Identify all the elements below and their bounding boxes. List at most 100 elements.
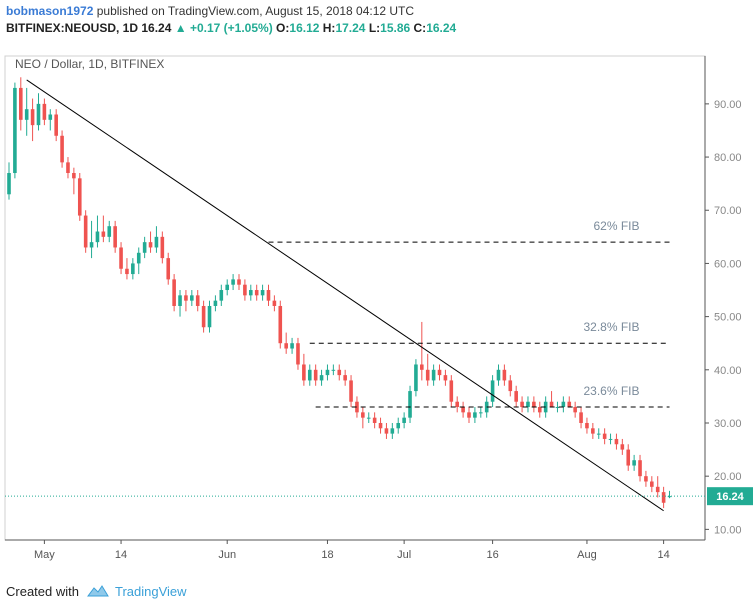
candle-down [296,343,300,365]
candle-down [650,481,654,487]
candle-down [77,178,82,216]
candle-down [302,364,306,381]
candle-up [366,417,371,419]
candle-down [201,305,206,328]
x-tick-label: 16 [486,549,498,561]
candle-up [307,369,312,381]
candle-up [95,231,100,243]
open-label: O: [276,21,290,35]
candle-up [325,369,330,376]
candle-up [473,412,477,418]
fib-label: 32.8% FIB [583,320,639,334]
candle-down [42,103,47,120]
candle-down [443,375,448,381]
candle-up [219,290,224,301]
candle-down [237,279,241,285]
price-change: +0.17 (+1.05%) [189,21,273,35]
fib-label: 62% FIB [593,219,639,233]
candle-down [420,364,424,370]
candle-up [142,242,147,253]
candle-down [620,444,625,450]
candle-up [190,295,194,301]
candle-up [260,290,265,296]
author-link[interactable]: bobmason1972 [6,4,94,18]
chart-area[interactable]: 10.00 20.00 30.00 40.00 50.00 60.00 70.00 80.00… [0,42,755,578]
candle-down [537,407,542,413]
candle-up [431,369,436,381]
y-tick-label: 30.00 [714,418,742,430]
candle-up [13,87,17,174]
candle-down [585,422,589,429]
candle-down [626,449,631,466]
candle-up [331,369,336,371]
candle-down [18,87,23,120]
candle-up [402,417,406,423]
candle-down [455,401,460,408]
candle-down [573,407,577,413]
candle-down [343,375,347,381]
candle-down [661,492,666,503]
candle-up [490,380,495,402]
candle-down [119,247,123,269]
low-value: 15.86 [380,21,411,35]
y-tick-label: 20.00 [714,471,742,483]
candle-down [284,343,288,349]
high-label: H: [322,21,336,35]
close-value: 16.24 [426,21,457,35]
candle-up [608,438,613,440]
candle-down [514,391,518,402]
candle-down [195,295,200,306]
tradingview-brand-link[interactable]: TradingView [114,583,187,599]
candle-down [83,215,88,248]
y-tick-label: 90.00 [714,99,742,111]
x-tick-label: Aug [577,549,597,561]
candle-down [591,428,595,434]
price-chart[interactable]: 10.00 20.00 30.00 40.00 50.00 60.00 70.00 80.00… [0,42,755,578]
candle-down [361,412,365,418]
candle-down [30,109,35,126]
candle-down [638,460,642,477]
candle-down [461,407,465,413]
last-price-badge [707,487,753,506]
candle-up [107,226,112,237]
candle-up [48,114,53,120]
candle-down [579,412,583,423]
last-price: 16.24 [141,21,172,35]
high-value: 17.24 [335,21,366,35]
low-label: L: [368,21,381,35]
footer: Created with TradingView [6,580,187,602]
candle-down [166,258,171,280]
x-tick-label: 14 [115,549,127,561]
candle-down [313,369,318,381]
x-tick-label: 14 [657,549,669,561]
candle-up [225,284,230,291]
created-with-text: Created with [6,583,79,599]
candle-up [526,401,530,408]
candle-down [101,231,106,237]
candle-down [349,380,353,402]
candle-up [7,173,11,195]
candle-up [555,407,560,409]
y-tick-label: 40.00 [714,365,742,377]
candle-up [396,422,401,429]
candle-down [378,422,383,429]
candle-down [278,305,283,344]
downtrend-line [26,79,664,512]
candle-down [72,173,76,179]
candle-down [449,380,454,402]
open-value: 16.12 [289,21,320,35]
candle-down [614,438,619,445]
candle-down [437,369,442,376]
candle-up [319,375,324,381]
y-tick-label: 80.00 [714,152,742,164]
candle-down [60,135,64,163]
candle-up [596,433,601,435]
y-tick-label: 70.00 [714,205,742,217]
candle-up [414,364,418,392]
candle-up [561,401,566,408]
candle-down [520,401,524,408]
candle-up [478,412,483,414]
candle-up [24,109,29,120]
candle-down [272,300,277,306]
candle-down [355,401,359,413]
